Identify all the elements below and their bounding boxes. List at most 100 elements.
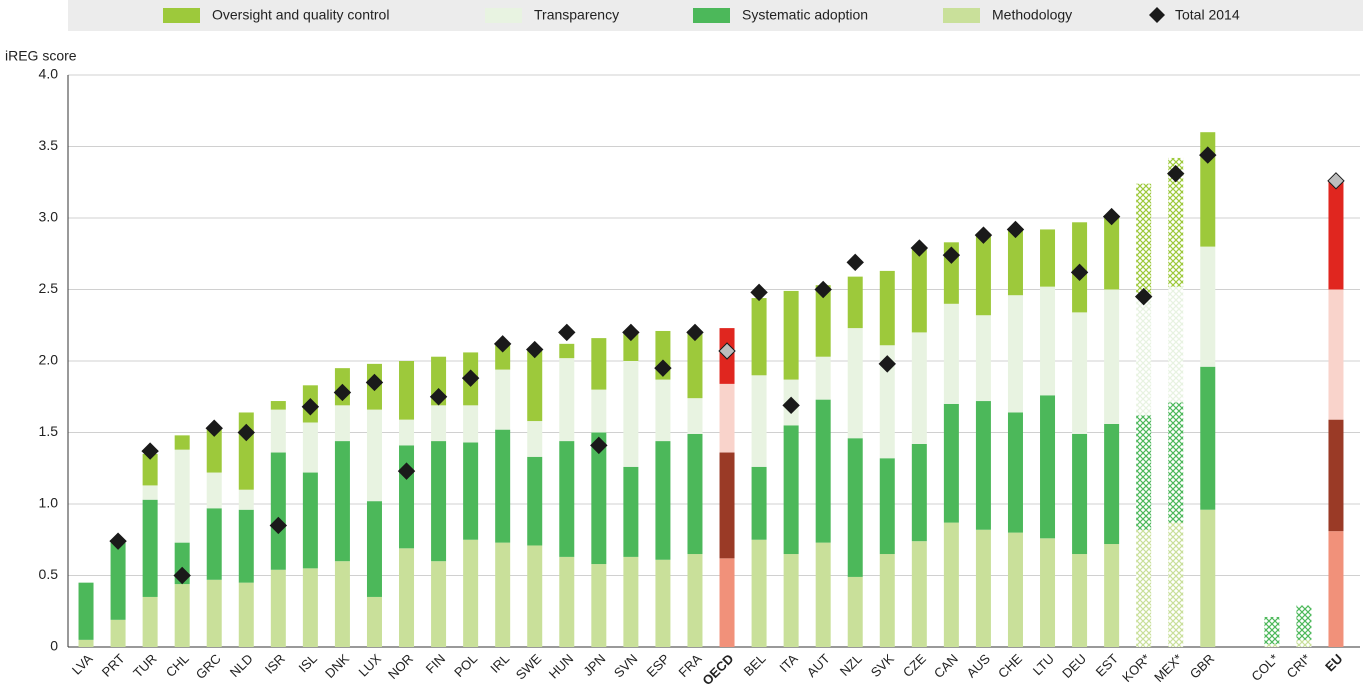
bar-segment: [879, 270, 895, 346]
bar-segment: [431, 441, 447, 562]
total-marker: [878, 355, 896, 373]
bar-segment: [975, 233, 991, 316]
x-tick-label: AUS: [963, 651, 993, 681]
x-tick-label: EST: [1093, 651, 1122, 680]
bar-segment: [783, 554, 799, 647]
bar-segment: [334, 561, 350, 647]
bar-segment: [559, 556, 575, 647]
bar-segment: [1200, 132, 1216, 247]
total-marker: [1070, 263, 1089, 282]
bar-segment: [1007, 295, 1023, 413]
bar-segment: [687, 330, 703, 399]
bar-segment: [847, 438, 863, 577]
bar-segment: [943, 522, 959, 647]
bar-segment: [142, 453, 158, 486]
bar-segment: [1007, 412, 1023, 533]
bar-segment: [1264, 644, 1280, 647]
bar-segment: [1104, 215, 1120, 290]
bar-segment: [1328, 180, 1344, 290]
bar-segment: [1104, 289, 1120, 424]
bar-segment: [815, 399, 831, 543]
x-tick-label: HUN: [546, 651, 577, 682]
bar-segment: [815, 542, 831, 647]
x-tick-label: ESP: [643, 651, 672, 680]
bar-segment: [975, 401, 991, 530]
bar-segment: [687, 398, 703, 434]
x-tick-label: POL: [451, 651, 480, 680]
bar-segment: [270, 569, 286, 647]
bar-segment: [591, 338, 607, 390]
bar-segment: [206, 579, 222, 647]
bar-segment: [975, 529, 991, 647]
bar-segment: [238, 489, 254, 510]
y-tick-label: 0.5: [39, 566, 59, 582]
total-marker: [846, 253, 864, 272]
total-marker: [365, 373, 384, 392]
bar-segment: [142, 596, 158, 647]
x-tick-label: ISR: [262, 651, 288, 677]
bar-segment: [847, 328, 863, 439]
x-tick-label: SVK: [868, 651, 897, 680]
x-tick-label: CZE: [900, 651, 929, 680]
bar-segment: [366, 501, 382, 597]
total-marker: [461, 369, 480, 387]
bar-segment: [879, 345, 895, 459]
legend-label: Total 2014: [1175, 7, 1240, 23]
bar-segment: [911, 443, 927, 542]
bar-segment: [655, 559, 671, 647]
bar-segment: [1007, 228, 1023, 296]
bar-segment: [302, 472, 318, 569]
bar-segment: [302, 422, 318, 473]
bar-segment: [270, 409, 286, 453]
x-tick-label: AUT: [804, 651, 833, 680]
bar-segment: [1168, 522, 1184, 647]
bar-segment: [1040, 286, 1056, 396]
x-tick-label: JPN: [580, 651, 608, 679]
bar-segment: [911, 249, 927, 333]
total-marker: [173, 566, 191, 585]
total-marker: [942, 246, 961, 264]
bar-segment: [206, 429, 222, 473]
x-tick-label: NOR: [385, 651, 416, 682]
bar-segment: [1264, 616, 1280, 645]
bar-segment: [431, 405, 447, 442]
bar-segment: [238, 509, 254, 583]
bar-segment: [1328, 531, 1344, 647]
total-marker: [910, 239, 929, 257]
bar-segment: [527, 456, 543, 546]
bar-segment: [1040, 395, 1056, 539]
bar-segment: [527, 421, 543, 457]
bar-segment: [1072, 433, 1088, 555]
total-marker: [1199, 146, 1217, 164]
y-tick-label: 2.5: [39, 280, 59, 296]
x-tick-label: DEU: [1059, 651, 1089, 681]
total-marker: [141, 442, 159, 460]
bar-segment: [783, 425, 799, 555]
total-marker: [397, 462, 416, 480]
total-marker: [333, 383, 352, 402]
bar-segment: [1104, 423, 1120, 545]
bar-segment: [559, 441, 575, 557]
bar-segment: [751, 466, 767, 540]
bar-segment: [78, 639, 94, 647]
x-tick-label: LVA: [69, 651, 96, 678]
x-tick-label: GRC: [193, 651, 224, 682]
bar-segment: [1296, 639, 1312, 647]
bar-segment: [879, 458, 895, 555]
bar-segment: [1072, 554, 1088, 647]
y-tick-label: 2.0: [39, 352, 59, 368]
legend-marker: [1149, 7, 1165, 23]
x-tick-label: CAN: [931, 651, 961, 681]
bar-segment: [1168, 402, 1184, 523]
bar-segment: [1168, 286, 1184, 403]
bar-segment: [399, 445, 415, 549]
bar-segment: [1040, 538, 1056, 647]
bar-segment: [206, 472, 222, 509]
bar-segment: [463, 442, 479, 540]
total-marker: [269, 516, 288, 535]
bar-segment: [334, 405, 350, 442]
bar-segment: [559, 343, 575, 359]
total-marker: [205, 419, 223, 437]
x-tick-label: CHE: [995, 651, 1025, 681]
